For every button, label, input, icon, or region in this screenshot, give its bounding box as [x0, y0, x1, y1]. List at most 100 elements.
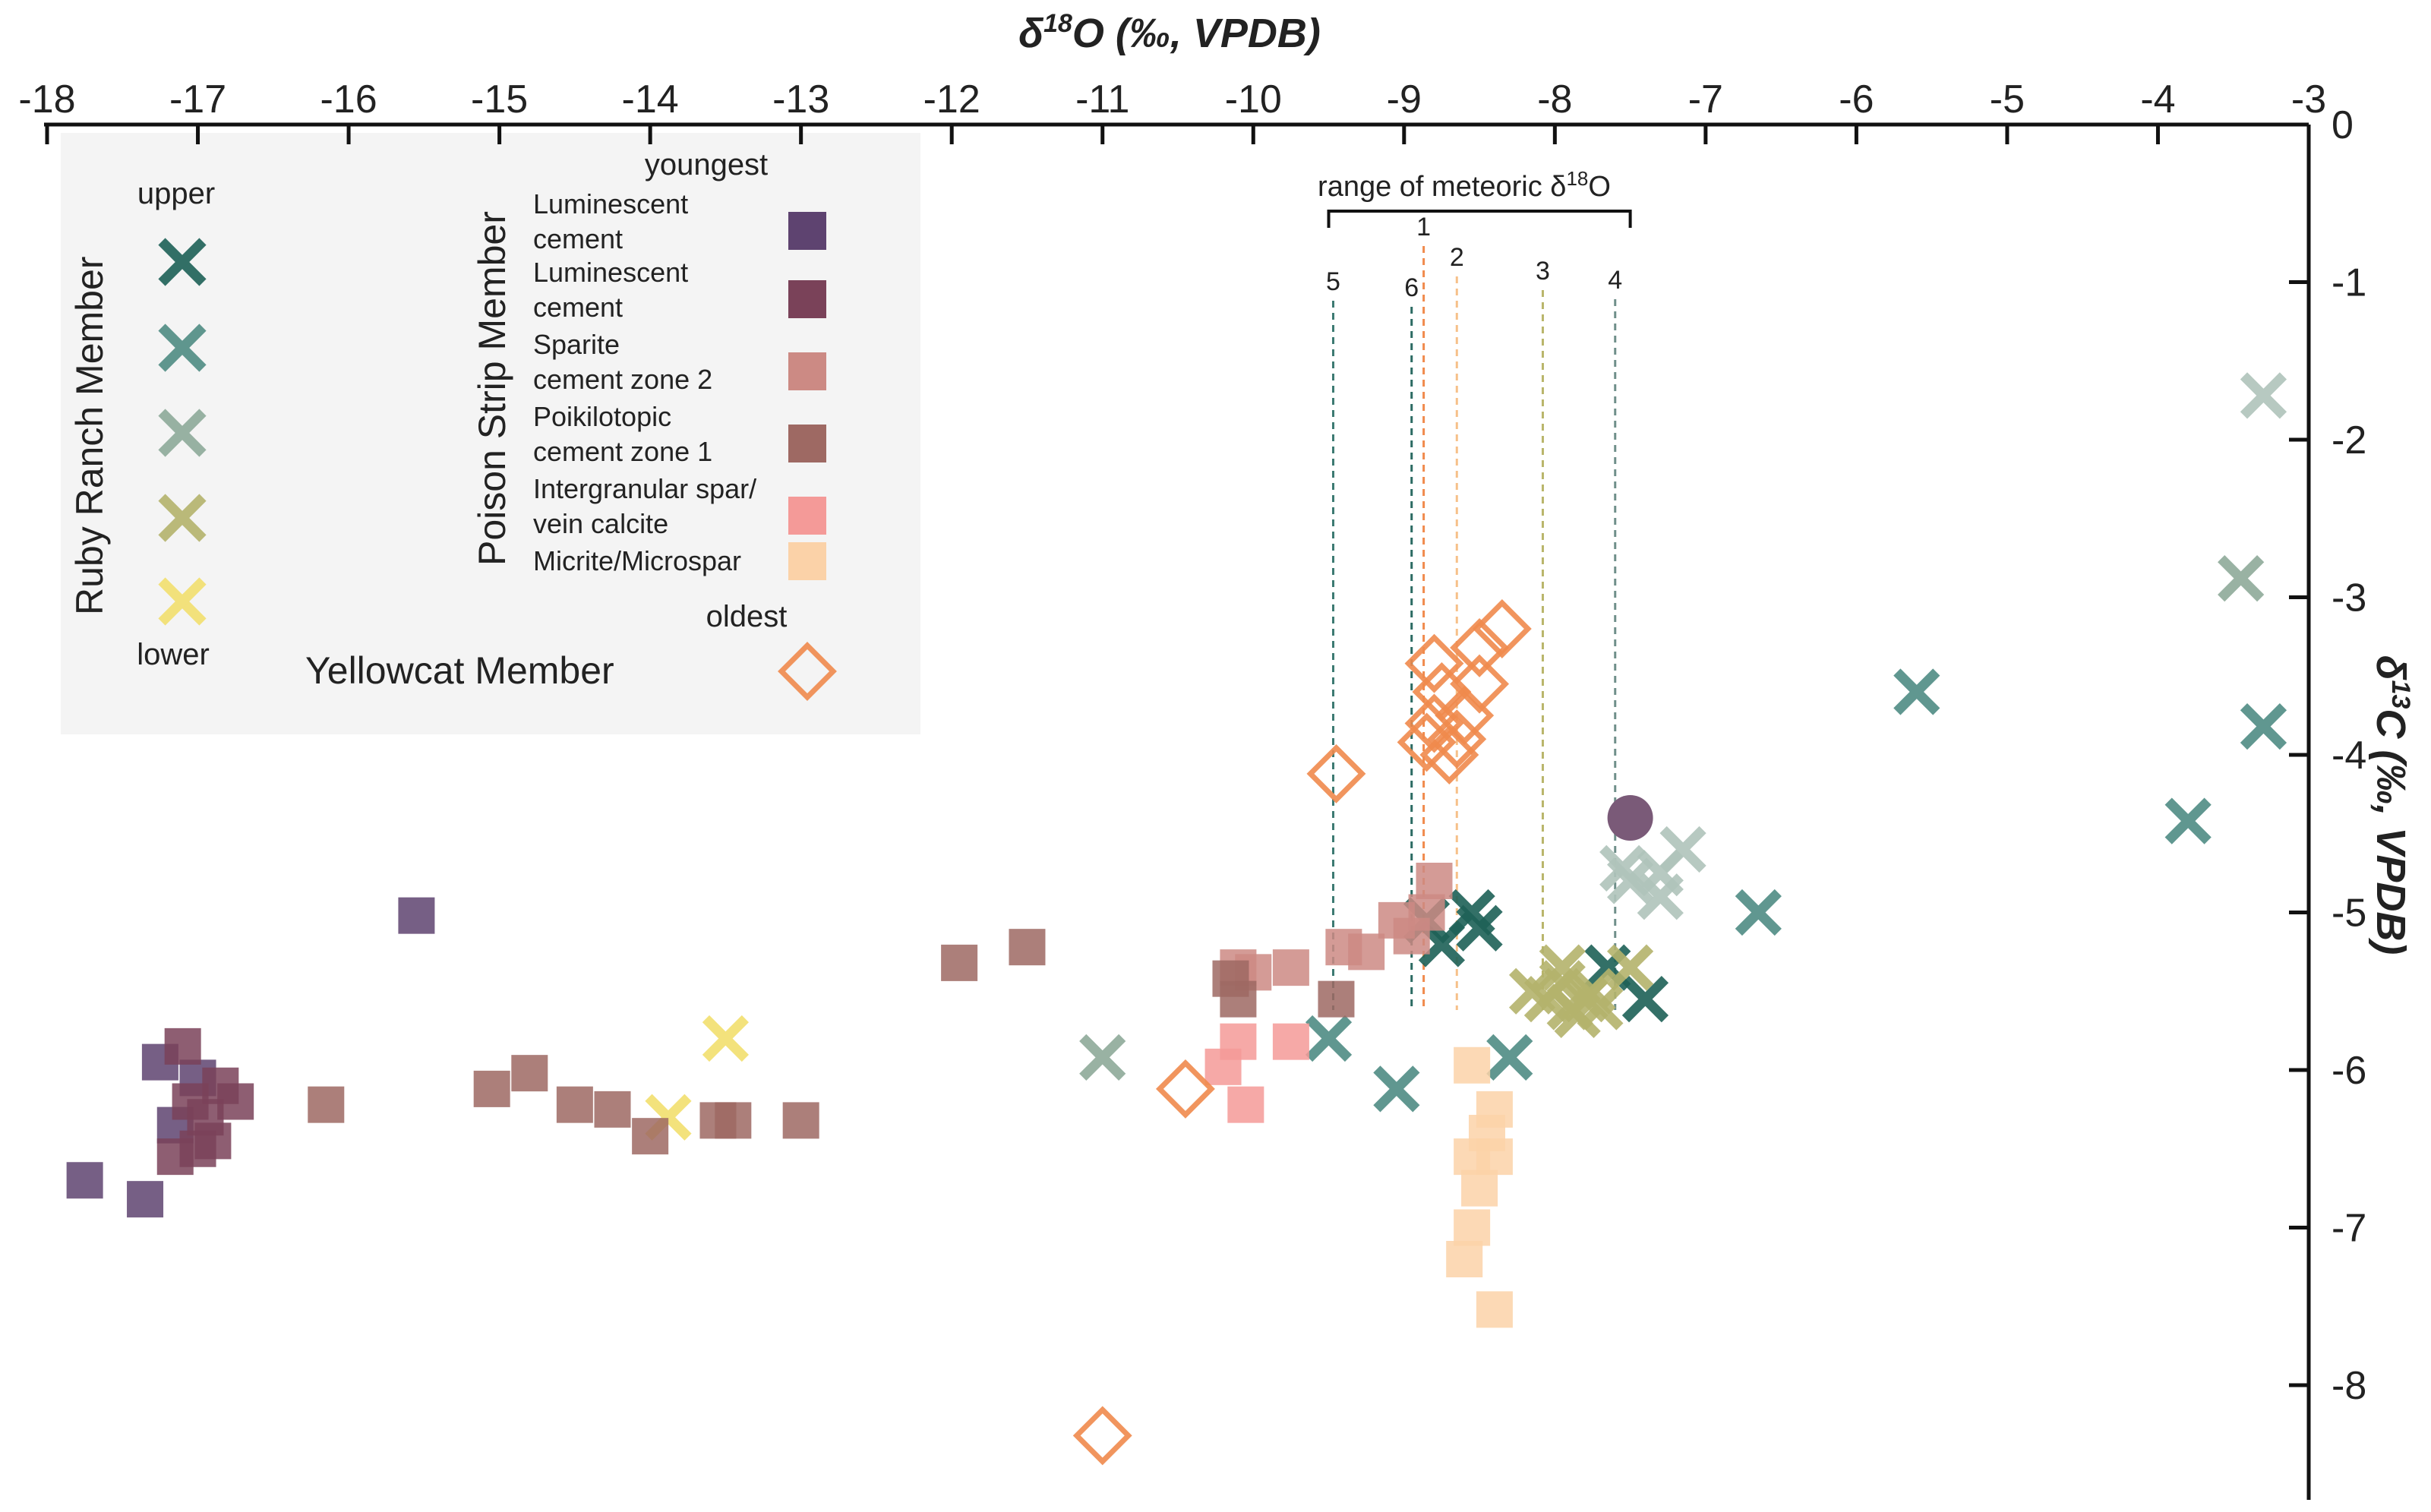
legend-entry-line2: cement zone 2 — [533, 364, 712, 395]
legend-ruby-ranch-title: Ruby Ranch Member — [68, 257, 111, 615]
point-x-stroke-b — [1735, 889, 1782, 936]
x-tick-label: -5 — [1990, 77, 2025, 122]
point-x — [2164, 797, 2212, 844]
point-diamond — [1450, 654, 1510, 714]
point-x-stroke-b — [1621, 976, 1669, 1023]
point-x — [1893, 668, 1940, 715]
point-square — [127, 1181, 164, 1218]
point-square — [473, 1070, 510, 1107]
point-x — [1079, 1034, 1126, 1081]
x-tick-label: -17 — [169, 77, 226, 122]
legend-entry-line2: cement — [533, 223, 623, 254]
x-tick-label: -9 — [1387, 77, 1422, 122]
point-square — [308, 1086, 345, 1123]
point-diamond — [1072, 1406, 1132, 1466]
legend-yellowcat-diamond — [778, 642, 837, 701]
point-x — [1486, 1034, 1533, 1081]
meteoric-line-label-4: 4 — [1608, 266, 1622, 295]
point-x-stroke-b — [1079, 1034, 1126, 1081]
point-square — [1272, 1023, 1309, 1060]
legend-entry-line2: vein calcite — [533, 508, 668, 539]
point-x — [1621, 976, 1669, 1023]
y-tick-label: -2 — [2332, 418, 2366, 462]
point-square — [782, 1102, 819, 1139]
y-tick-label: -7 — [2332, 1207, 2366, 1251]
point-x — [1637, 873, 1684, 920]
point-square — [715, 1102, 752, 1139]
point-square — [66, 1162, 103, 1199]
legend-ruby-marker-stroke-b — [158, 409, 207, 457]
point-square — [1009, 929, 1046, 966]
point-x — [702, 1015, 749, 1062]
point-diamond — [1419, 725, 1479, 784]
point-x-stroke-b — [2240, 703, 2287, 750]
point-diamond — [1472, 599, 1532, 658]
point-x-stroke-b — [1305, 1015, 1353, 1062]
meteoric-line-label-2: 2 — [1450, 243, 1464, 272]
legend-entry-swatch — [788, 497, 826, 535]
legend-lower-label: lower — [137, 638, 210, 671]
legend-entry-line2: cement — [533, 292, 623, 323]
point-diamond — [1306, 743, 1366, 803]
legend-ruby-marker — [158, 324, 207, 372]
meteoric-line-label-1: 1 — [1416, 213, 1431, 241]
y-tick-label: -1 — [2332, 261, 2366, 305]
point-square — [1416, 863, 1453, 899]
point-x — [1735, 889, 1782, 936]
legend-entry-swatch — [788, 280, 826, 318]
legend-entry-swatch — [788, 212, 826, 250]
point-square — [398, 897, 435, 934]
point-x-stroke-b — [1893, 668, 1940, 715]
x-tick-label: -12 — [923, 77, 980, 122]
point-x-stroke-b — [1599, 844, 1646, 892]
x-tick-label: -4 — [2140, 77, 2175, 122]
legend-yellowcat-marker — [778, 642, 837, 701]
legend-entry-swatch — [788, 542, 826, 580]
legend-upper-label: upper — [137, 177, 215, 210]
point-square — [1446, 1241, 1483, 1277]
legend-entry-swatch — [788, 425, 826, 462]
point-x-stroke-b — [1577, 983, 1624, 1031]
point-x-stroke-b — [1637, 873, 1684, 920]
legend-ruby-marker — [158, 409, 207, 457]
legend-entry-line1: Luminescent — [533, 257, 688, 288]
legend-ruby-marker-stroke-b — [158, 238, 207, 286]
data-points — [66, 372, 2287, 1466]
legend-yellowcat-label: Yellowcat Member — [305, 649, 614, 692]
point-square — [1454, 1046, 1491, 1084]
point-square — [1476, 1291, 1513, 1328]
legend-ruby-marker-stroke-b — [158, 494, 207, 542]
y-axis-title: δ13C (‰, VPDB) — [2368, 655, 2415, 955]
point-square — [556, 1086, 593, 1123]
legend-entry-line1: Micrite/Microspar — [533, 545, 741, 576]
point-x-stroke-b — [1373, 1065, 1420, 1113]
point-x-stroke-b — [2240, 372, 2287, 419]
point-x — [2240, 703, 2287, 750]
legend-ruby-marker — [158, 494, 207, 542]
point-diamond — [1404, 693, 1464, 753]
point-x-stroke-b — [702, 1015, 749, 1062]
point-square — [941, 944, 978, 981]
point-square — [1348, 933, 1385, 971]
point-square — [1408, 894, 1445, 931]
legend-entry-line2: cement zone 1 — [533, 436, 712, 467]
legend-ruby-marker — [158, 577, 207, 626]
point-square — [511, 1055, 548, 1092]
y-tick-label: -6 — [2332, 1049, 2366, 1093]
meteoric-line-label-3: 3 — [1536, 257, 1550, 286]
point-x-stroke-b — [2218, 555, 2265, 602]
meteoric-bracket — [1327, 210, 1632, 228]
y-tick-label: -8 — [2332, 1364, 2366, 1408]
legend-ruby-marker — [158, 238, 207, 286]
x-tick-label: -18 — [18, 77, 75, 122]
legend-entry-line1: Intergranular spar/ — [533, 473, 756, 504]
x-tick-label: -6 — [1839, 77, 1874, 122]
meteoric-line-label-5: 5 — [1326, 267, 1340, 296]
y-tick-label: 0 — [2332, 103, 2354, 147]
point-x-stroke-b — [1456, 904, 1503, 952]
x-tick-label: -7 — [1688, 77, 1723, 122]
meteoric-range: range of meteoric δ18O 5 6 12 3 4 — [1318, 167, 1632, 1010]
x-tick-label: -10 — [1225, 77, 1282, 122]
point-square — [1461, 1170, 1498, 1207]
legend-ruby-marker-stroke-b — [158, 324, 207, 372]
